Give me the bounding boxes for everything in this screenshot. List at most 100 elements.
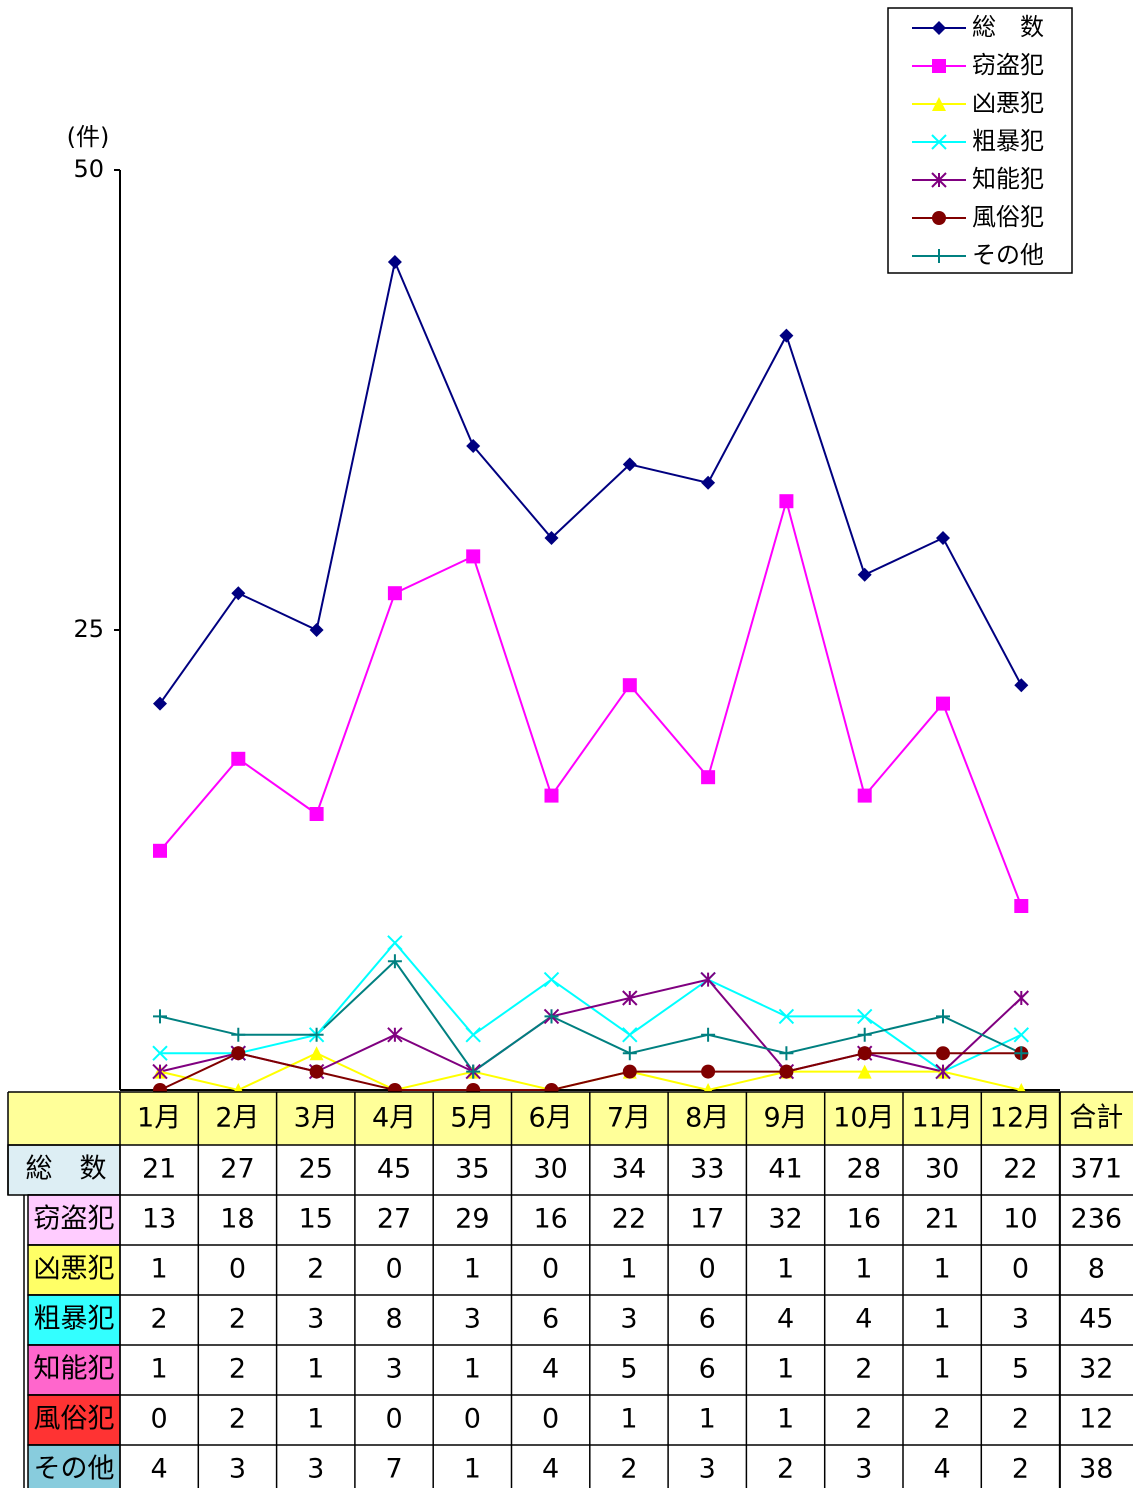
cell-value: 1	[699, 1404, 716, 1435]
cell-value: 0	[699, 1254, 716, 1285]
marker	[543, 971, 560, 988]
legend-label: その他	[972, 241, 1044, 269]
cell-value: 1	[620, 1404, 637, 1435]
marker	[700, 971, 716, 988]
cell-value: 1	[307, 1354, 324, 1385]
cell-value: 1	[464, 1254, 481, 1285]
cell-value: 1	[777, 1404, 794, 1435]
cell-value: 3	[620, 1304, 637, 1335]
column-header: 5月	[450, 1103, 494, 1134]
marker	[544, 788, 559, 803]
column-header: 8月	[685, 1103, 729, 1134]
cell-value: 2	[934, 1404, 951, 1435]
cell-value: 1	[855, 1254, 872, 1285]
legend-label: 凶悪犯	[972, 89, 1044, 117]
cell-value: 27	[220, 1154, 254, 1185]
cell-value: 22	[612, 1204, 646, 1235]
cell-value: 2	[1012, 1404, 1029, 1435]
marker	[857, 1046, 872, 1061]
marker	[779, 328, 794, 343]
cell-value: 4	[542, 1354, 559, 1385]
cell-total: 371	[1071, 1154, 1123, 1185]
cell-value: 5	[1012, 1354, 1029, 1385]
marker	[779, 1046, 794, 1061]
cell-value: 2	[1012, 1454, 1029, 1485]
column-header: 10月	[833, 1103, 894, 1134]
cell-value: 0	[542, 1254, 559, 1285]
cell-value: 45	[377, 1154, 411, 1185]
cell-value: 3	[229, 1454, 246, 1485]
marker	[1014, 1046, 1029, 1061]
marker	[231, 586, 246, 601]
marker	[152, 1045, 168, 1061]
marker	[387, 586, 402, 601]
cell-value: 3	[699, 1454, 716, 1485]
cell-value: 35	[455, 1154, 489, 1185]
marker	[465, 1027, 481, 1043]
series-line	[159, 978, 1022, 1073]
cell-value: 1	[620, 1254, 637, 1285]
marker	[309, 1064, 324, 1079]
marker	[153, 843, 167, 858]
row-label: 窃盗犯	[34, 1204, 115, 1235]
column-header: 7月	[607, 1103, 651, 1134]
marker	[701, 770, 716, 785]
column-header: 6月	[529, 1103, 573, 1134]
marker	[932, 21, 946, 35]
cell-value: 0	[151, 1404, 168, 1435]
row-label-bg	[27, 1344, 121, 1396]
cell-total: 236	[1071, 1204, 1123, 1235]
cell-value: 30	[925, 1154, 959, 1185]
cell-value: 17	[690, 1204, 724, 1235]
marker	[936, 1009, 950, 1024]
cell-value: 3	[307, 1454, 324, 1485]
marker	[931, 134, 947, 150]
table-body-bg	[8, 1145, 1133, 1488]
marker	[931, 172, 947, 188]
marker	[153, 696, 167, 711]
marker	[231, 1027, 246, 1042]
marker	[932, 59, 946, 73]
marker	[622, 457, 637, 472]
column-header: 3月	[294, 1103, 338, 1134]
cell-value: 3	[855, 1454, 872, 1485]
cell-value: 25	[299, 1154, 333, 1185]
cell-value: 0	[1012, 1254, 1029, 1285]
marker	[932, 249, 946, 263]
series-line	[159, 959, 1022, 1073]
marker	[622, 1046, 637, 1061]
cell-value: 1	[307, 1404, 324, 1435]
cell-value: 7	[385, 1454, 402, 1485]
cell-value: 0	[385, 1404, 402, 1435]
cell-value: 2	[229, 1304, 246, 1335]
marker	[622, 1064, 637, 1079]
y-tick-label: 50	[73, 155, 104, 183]
cell-value: 16	[533, 1204, 567, 1235]
cell-value: 6	[699, 1354, 716, 1385]
cell-value: 27	[377, 1204, 411, 1235]
legend-label: 窃盗犯	[972, 51, 1044, 79]
marker	[231, 1046, 246, 1061]
cell-total: 32	[1079, 1354, 1113, 1385]
cell-value: 1	[934, 1354, 951, 1385]
cell-value: 0	[229, 1254, 246, 1285]
column-header: 合計	[1069, 1103, 1123, 1134]
cell-value: 8	[385, 1304, 402, 1335]
marker	[544, 1009, 559, 1024]
row-label: その他	[34, 1454, 115, 1485]
column-header: 11月	[911, 1103, 972, 1134]
cell-value: 30	[533, 1154, 567, 1185]
marker	[779, 1064, 794, 1079]
column-header: 12月	[990, 1103, 1051, 1134]
marker	[936, 696, 950, 711]
marker	[1014, 899, 1029, 913]
cell-total: 38	[1079, 1454, 1113, 1485]
cell-value: 4	[542, 1454, 559, 1485]
cell-value: 1	[777, 1354, 794, 1385]
marker	[466, 439, 481, 453]
cell-value: 2	[229, 1404, 246, 1435]
row-label: 風俗犯	[34, 1404, 115, 1435]
cell-value: 18	[220, 1204, 254, 1235]
marker	[1013, 1027, 1030, 1043]
cell-value: 1	[151, 1354, 168, 1385]
